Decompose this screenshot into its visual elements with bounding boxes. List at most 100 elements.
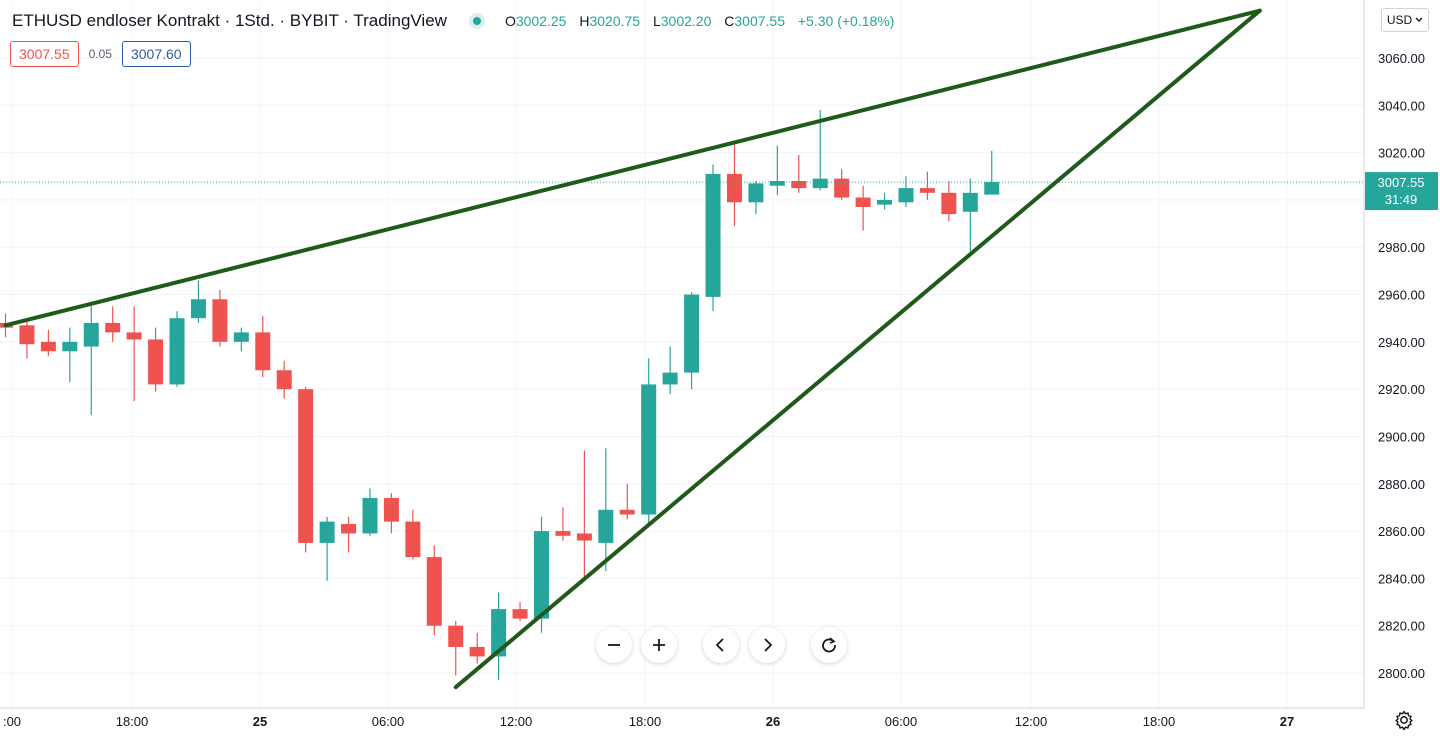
symbol-legend: ETHUSD endloser Kontrakt · 1Std. · BYBIT… — [12, 11, 894, 31]
reset-chart-button[interactable] — [811, 627, 847, 663]
candle-body — [383, 497, 399, 522]
reset-icon — [822, 637, 836, 653]
open-label: O — [504, 13, 516, 29]
trendlines[interactable] — [3, 8, 1262, 690]
close-label: C — [724, 13, 735, 29]
price-tick-label: 3060.00 — [1378, 51, 1425, 66]
zoom-in-button[interactable] — [641, 627, 677, 663]
candle-body — [941, 192, 957, 215]
trendline[interactable] — [3, 8, 1262, 328]
candle-body — [19, 325, 35, 345]
candle-body — [619, 509, 635, 515]
candle-body — [877, 199, 893, 205]
price-tick-label: 3020.00 — [1378, 146, 1425, 161]
candle — [448, 620, 464, 676]
candle — [834, 169, 850, 200]
candle-body — [255, 332, 271, 371]
candle-body — [598, 509, 614, 543]
candle-body — [469, 646, 485, 657]
candle-body — [190, 299, 206, 319]
candle — [190, 280, 206, 323]
candle-body — [448, 625, 464, 647]
scroll-left-button[interactable] — [703, 627, 739, 663]
price-tick-label: 2880.00 — [1378, 477, 1425, 492]
time-tick-label: 06:00 — [372, 714, 405, 729]
candle-body — [705, 173, 721, 297]
price-tick-label: 2960.00 — [1378, 288, 1425, 303]
candle — [19, 318, 35, 359]
candle — [919, 171, 935, 200]
time-tick-label: 12:00 — [1015, 714, 1048, 729]
chart-grid — [0, 0, 1364, 708]
candle — [791, 154, 807, 193]
price-tick-label: 2800.00 — [1378, 666, 1425, 681]
gear-icon — [1395, 710, 1413, 731]
candle-body — [298, 389, 314, 543]
candle — [898, 176, 914, 208]
candle-body — [212, 299, 228, 342]
time-tick-label: 06:00 — [885, 714, 918, 729]
price-tick-label: 2840.00 — [1378, 571, 1425, 586]
open-value: 3002.25 — [515, 13, 567, 29]
candle — [962, 178, 978, 255]
low-label: L — [652, 13, 661, 29]
sell-price-button[interactable]: 3007.55 — [10, 41, 79, 67]
price-tick-label: 2860.00 — [1378, 524, 1425, 539]
candle — [212, 289, 228, 347]
candle-body — [319, 521, 335, 543]
candle — [169, 311, 185, 387]
candle — [383, 493, 399, 534]
candle-body — [83, 322, 99, 347]
chevron-left-icon — [715, 638, 724, 652]
chart-settings-button[interactable] — [1393, 709, 1415, 731]
candle-body — [791, 181, 807, 189]
time-tick-label: :00 — [3, 714, 21, 729]
candle-body — [62, 341, 78, 352]
candle — [598, 448, 614, 572]
price-axis[interactable]: 3060.003040.003020.003000.002980.002960.… — [1378, 51, 1425, 681]
low-value: 3002.20 — [660, 13, 712, 29]
candle — [726, 143, 742, 226]
candle — [426, 545, 442, 636]
candle — [877, 192, 893, 210]
candle-body — [276, 370, 292, 390]
time-axis[interactable]: :00 18:00 25 06:00 12:00 18:00 26 06:00 12:00 18:… — [3, 714, 1294, 729]
candle — [812, 110, 828, 191]
price-tick-label: 2940.00 — [1378, 335, 1425, 350]
candle-body — [534, 531, 549, 619]
currency-selector[interactable]: USD — [1381, 8, 1429, 32]
spread-value: 0.05 — [88, 47, 112, 61]
candle-body — [748, 183, 764, 203]
scroll-right-button[interactable] — [749, 627, 785, 663]
price-tick-label: 2820.00 — [1378, 619, 1425, 634]
candle — [769, 145, 785, 196]
candle — [319, 516, 335, 581]
ohlc-values: O3002.25 H3020.75 L3002.20 C3007.55 +5.3… — [505, 13, 894, 29]
candle-body — [919, 188, 935, 193]
price-tick-label: 3040.00 — [1378, 98, 1425, 113]
candle-body — [362, 497, 378, 534]
currency-label: USD — [1386, 13, 1413, 27]
time-tick-label: 12:00 — [500, 714, 533, 729]
last-price-label: 3007.55 31:49 — [1365, 172, 1438, 211]
candle — [641, 358, 657, 524]
candle — [748, 181, 764, 215]
candle-body — [984, 182, 1000, 195]
candle — [298, 386, 314, 553]
buy-price-button[interactable]: 3007.60 — [121, 41, 191, 67]
candle — [126, 306, 142, 401]
candle — [705, 164, 721, 312]
candle — [619, 483, 635, 520]
candle-body — [684, 294, 700, 373]
high-value: 3020.75 — [589, 13, 641, 29]
price-tick-label: 2920.00 — [1378, 382, 1425, 397]
zoom-out-button[interactable] — [596, 627, 632, 663]
price-tick-label: 2900.00 — [1378, 429, 1425, 444]
candle-body — [105, 322, 121, 333]
time-tick-label: 27 — [1280, 714, 1294, 729]
candle-body — [126, 332, 142, 340]
symbol-title[interactable]: ETHUSD endloser Kontrakt · 1Std. · BYBIT… — [12, 11, 447, 30]
trendline[interactable] — [453, 8, 1262, 690]
last-price-value: 3007.55 — [1378, 175, 1425, 190]
